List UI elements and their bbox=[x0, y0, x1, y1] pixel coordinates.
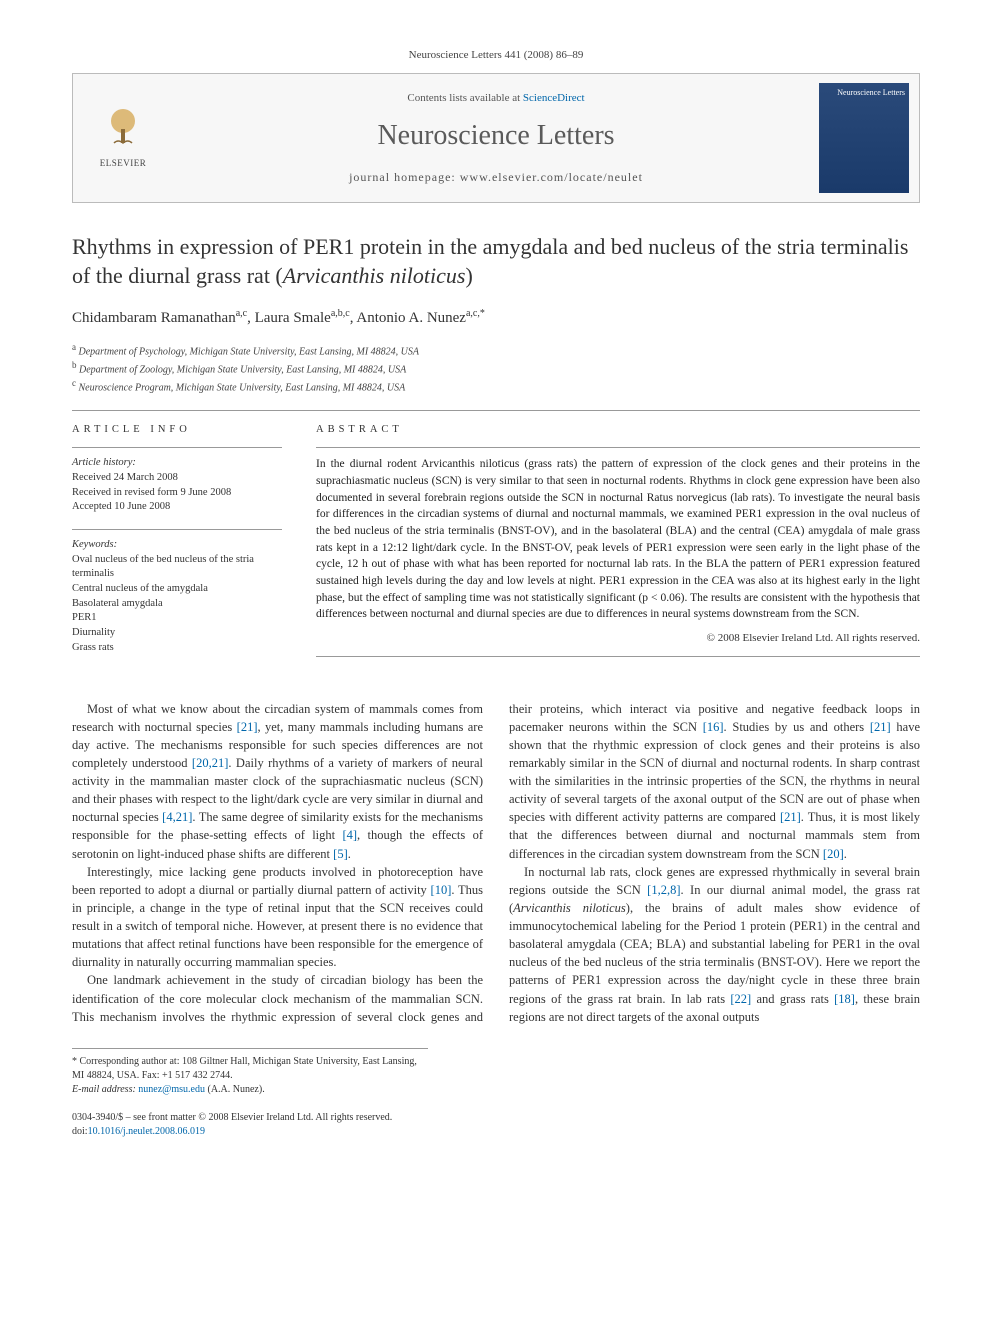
running-head: Neuroscience Letters 441 (2008) 86–89 bbox=[72, 48, 920, 63]
publisher-name: ELSEVIER bbox=[93, 157, 153, 170]
title-part-1: Rhythms in expression of PER1 protein in… bbox=[72, 234, 908, 288]
author-list: Chidambaram Ramanathana,c, Laura Smalea,… bbox=[72, 307, 920, 329]
ref-link[interactable]: [21] bbox=[237, 720, 258, 734]
publisher-logo-area: ELSEVIER bbox=[73, 103, 173, 173]
body-text: Most of what we know about the circadian… bbox=[72, 700, 920, 1026]
journal-homepage: journal homepage: www.elsevier.com/locat… bbox=[173, 169, 819, 186]
doi-label: doi: bbox=[72, 1126, 88, 1137]
abstract-heading: ABSTRACT bbox=[316, 423, 920, 438]
cover-label: Neuroscience Letters bbox=[837, 87, 905, 98]
title-species-name: Arvicanthis niloticus bbox=[283, 263, 466, 288]
ref-link[interactable]: [21] bbox=[780, 810, 801, 824]
article-history: Article history: Received 24 March 2008 … bbox=[72, 456, 282, 515]
ref-link[interactable]: [10] bbox=[431, 883, 452, 897]
affiliation-c: Neuroscience Program, Michigan State Uni… bbox=[79, 383, 406, 394]
sciencedirect-link[interactable]: ScienceDirect bbox=[523, 92, 585, 104]
affiliation-a: Department of Psychology, Michigan State… bbox=[79, 346, 420, 357]
ref-link[interactable]: [1,2,8] bbox=[647, 883, 680, 897]
contents-line: Contents lists available at ScienceDirec… bbox=[173, 91, 819, 106]
body-p4: In nocturnal lab rats, clock genes are e… bbox=[509, 863, 920, 1026]
ref-link[interactable]: [16] bbox=[703, 720, 724, 734]
elsevier-logo-icon: ELSEVIER bbox=[93, 103, 153, 173]
ref-link[interactable]: [21] bbox=[870, 720, 891, 734]
keyword-4: PER1 bbox=[72, 611, 282, 626]
abstract-body: In the diurnal rodent Arvicanthis niloti… bbox=[316, 456, 920, 646]
affiliations: a Department of Psychology, Michigan Sta… bbox=[72, 341, 920, 396]
keyword-5: Diurnality bbox=[72, 626, 282, 641]
keyword-3: Basolateral amygdala bbox=[72, 597, 282, 612]
email-label: E-mail address: bbox=[72, 1084, 138, 1095]
keywords-label: Keywords: bbox=[72, 538, 282, 553]
ref-link[interactable]: [22] bbox=[730, 992, 751, 1006]
footer-copyright: 0304-3940/$ – see front matter © 2008 El… bbox=[72, 1111, 920, 1139]
article-title: Rhythms in expression of PER1 protein in… bbox=[72, 233, 920, 290]
title-part-2: ) bbox=[465, 263, 472, 288]
keyword-2: Central nucleus of the amygdala bbox=[72, 582, 282, 597]
keyword-1: Oval nucleus of the bed nucleus of the s… bbox=[72, 553, 282, 582]
keyword-6: Grass rats bbox=[72, 641, 282, 656]
affiliation-b: Department of Zoology, Michigan State Un… bbox=[79, 364, 406, 375]
ref-link[interactable]: [5] bbox=[333, 847, 348, 861]
body-p1: Most of what we know about the circadian… bbox=[72, 700, 483, 863]
abstract-text: In the diurnal rodent Arvicanthis niloti… bbox=[316, 456, 920, 623]
abstract-copyright: © 2008 Elsevier Ireland Ltd. All rights … bbox=[316, 631, 920, 646]
journal-title: Neuroscience Letters bbox=[173, 116, 819, 155]
history-label: Article history: bbox=[72, 456, 282, 471]
author-3: Antonio A. Nunez bbox=[356, 310, 466, 326]
body-p2: Interestingly, mice lacking gene product… bbox=[72, 863, 483, 972]
journal-cover-thumb: Neuroscience Letters bbox=[819, 83, 909, 193]
issn-line: 0304-3940/$ – see front matter © 2008 El… bbox=[72, 1111, 920, 1125]
journal-header-box: ELSEVIER Contents lists available at Sci… bbox=[72, 73, 920, 203]
keywords-block: Keywords: Oval nucleus of the bed nucleu… bbox=[72, 538, 282, 656]
email-suffix: (A.A. Nunez). bbox=[205, 1084, 265, 1095]
author-2: Laura Smale bbox=[255, 310, 331, 326]
ref-link[interactable]: [20] bbox=[823, 847, 844, 861]
corresponding-text: * Corresponding author at: 108 Giltner H… bbox=[72, 1055, 428, 1083]
history-revised: Received in revised form 9 June 2008 bbox=[72, 486, 282, 501]
homepage-label: journal homepage: bbox=[349, 170, 460, 184]
corresponding-footnote: * Corresponding author at: 108 Giltner H… bbox=[72, 1048, 428, 1097]
section-divider bbox=[72, 410, 920, 411]
article-info-heading: ARTICLE INFO bbox=[72, 423, 282, 438]
homepage-url: www.elsevier.com/locate/neulet bbox=[460, 170, 643, 184]
contents-prefix: Contents lists available at bbox=[407, 92, 522, 104]
ref-link[interactable]: [18] bbox=[834, 992, 855, 1006]
ref-link[interactable]: [4] bbox=[342, 828, 357, 842]
author-3-aff: a,c, bbox=[466, 308, 480, 319]
history-accepted: Accepted 10 June 2008 bbox=[72, 500, 282, 515]
email-link[interactable]: nunez@msu.edu bbox=[138, 1084, 205, 1095]
ref-link[interactable]: [4,21] bbox=[162, 810, 192, 824]
author-2-aff: a,b,c bbox=[331, 308, 350, 319]
tree-icon bbox=[98, 103, 148, 153]
corresponding-star: * bbox=[480, 308, 485, 319]
author-1-aff: a,c bbox=[236, 308, 247, 319]
doi-link[interactable]: 10.1016/j.neulet.2008.06.019 bbox=[88, 1126, 206, 1137]
history-received: Received 24 March 2008 bbox=[72, 471, 282, 486]
author-1: Chidambaram Ramanathan bbox=[72, 310, 236, 326]
ref-link[interactable]: [20,21] bbox=[192, 756, 228, 770]
